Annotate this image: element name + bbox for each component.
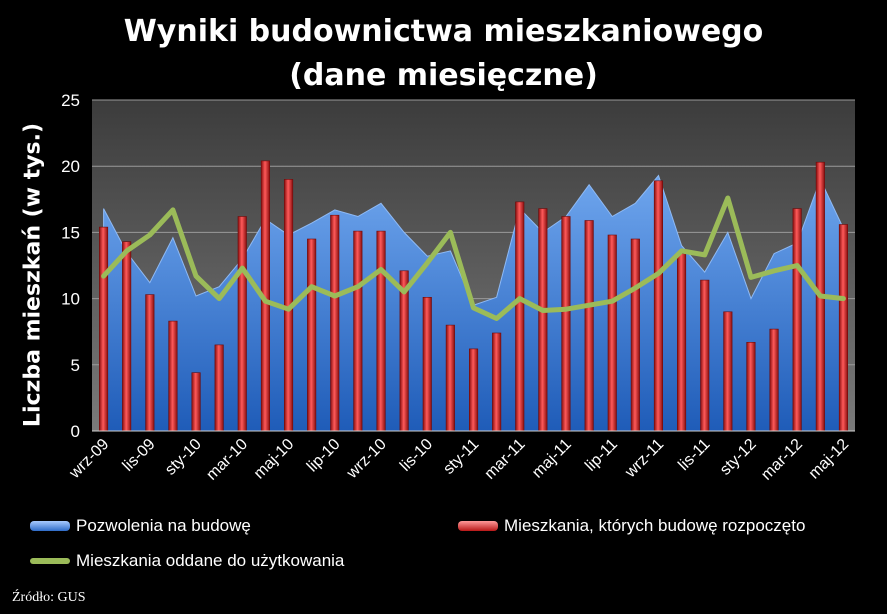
legend-label-completed: Mieszkania oddane do użytkowania (76, 551, 345, 570)
started-bar (145, 294, 155, 432)
started-bar (307, 238, 317, 432)
legend-item-completed: Mieszkania oddane do użytkowania (30, 551, 344, 571)
started-bar (746, 341, 756, 432)
started-bar (630, 238, 640, 432)
started-bar (769, 328, 779, 432)
started-bar (468, 348, 479, 432)
started-bar (214, 344, 224, 432)
started-bar (515, 201, 525, 432)
started-bar (330, 214, 340, 432)
chart-title-line1: Wyniki budownictwa mieszkaniowego (123, 14, 764, 49)
x-tick-label: sty-10 (162, 436, 205, 479)
started-bar (399, 270, 409, 432)
y-tick-label: 20 (61, 157, 80, 176)
started-bar (422, 296, 432, 432)
y-tick-label: 0 (71, 422, 80, 441)
y-tick-label: 25 (61, 91, 80, 110)
started-bar (376, 230, 386, 432)
legend-swatch-red (458, 516, 498, 536)
started-bar (676, 253, 687, 432)
y-tick-label: 5 (71, 356, 80, 375)
x-tick-label: mar-11 (482, 436, 529, 483)
legend-label-started: Mieszkania, których budowę rozpoczęto (504, 516, 806, 535)
x-tick-label: maj-12 (806, 436, 853, 483)
x-tick-label: lip-10 (304, 436, 344, 476)
started-bar (538, 208, 548, 432)
started-bar (445, 324, 455, 432)
legend-item-started: Mieszkania, których budowę rozpoczęto (458, 516, 805, 536)
x-tick-label: wrz-09 (66, 436, 113, 483)
started-bar (700, 279, 710, 432)
started-bar (838, 224, 849, 432)
started-bar (723, 311, 733, 432)
legend-swatch-green (30, 551, 70, 571)
started-bar (353, 230, 363, 432)
x-tick-label: lis-11 (675, 436, 713, 474)
x-tick-label: lip-11 (582, 436, 621, 475)
legend-item-permits: Pozwolenia na budowę (30, 516, 251, 536)
x-tick-label: mar-12 (758, 436, 806, 484)
started-bar (792, 208, 802, 432)
legend-swatch-blue (30, 516, 70, 536)
source-note: Źródło: GUS (12, 590, 86, 605)
x-tick-label: lis-10 (397, 436, 436, 475)
started-bar (492, 332, 502, 432)
started-bar (607, 234, 617, 432)
legend-label-permits: Pozwolenia na budowę (76, 516, 251, 535)
started-bar (168, 320, 178, 432)
started-bar (584, 220, 594, 432)
x-tick-label: lis-09 (120, 436, 159, 475)
started-bar (653, 180, 664, 432)
started-bar (99, 226, 109, 432)
y-tick-label: 10 (61, 290, 80, 309)
x-tick-label: wrz-10 (343, 436, 390, 483)
x-tick-label: maj-10 (251, 436, 298, 483)
started-bar (561, 216, 571, 432)
completed-line (101, 195, 846, 321)
chart-title: Wyniki budownictwa mieszkaniowego (dane … (0, 10, 887, 98)
x-tick-label: wrz-11 (621, 436, 667, 482)
y-tick-label: 15 (61, 223, 80, 242)
started-bar (191, 372, 201, 432)
x-tick-label: sty-12 (717, 436, 760, 479)
chart-title-line2: (dane miesięczne) (289, 58, 598, 93)
x-tick-label: maj-11 (529, 436, 575, 482)
x-tick-label: mar-10 (203, 436, 251, 484)
started-bar (237, 216, 247, 432)
started-bar (122, 241, 132, 432)
x-tick-label: sty-11 (440, 436, 482, 478)
